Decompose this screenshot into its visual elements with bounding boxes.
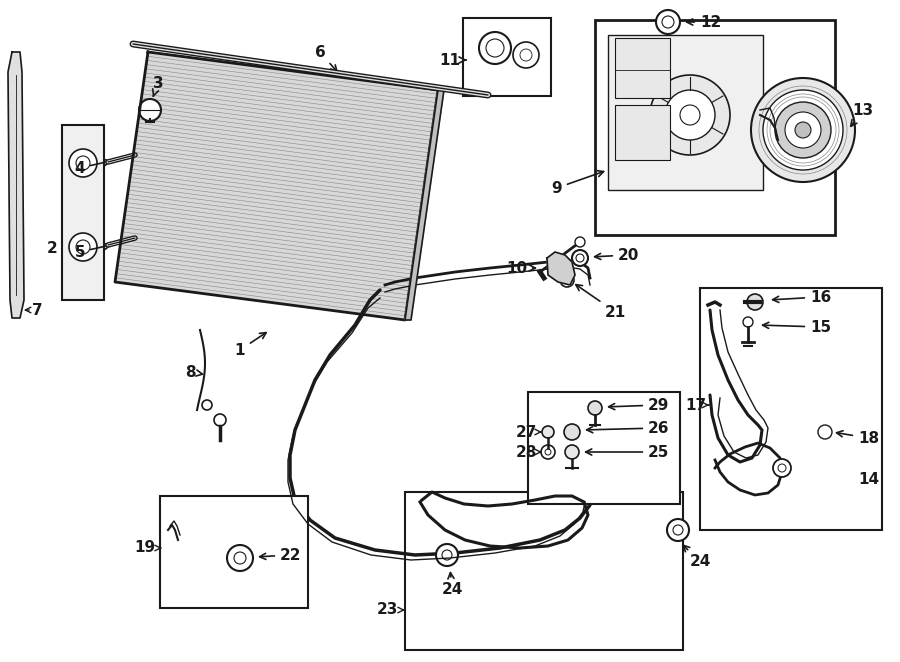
- Circle shape: [234, 552, 246, 564]
- Text: 12: 12: [687, 15, 721, 30]
- Bar: [528, 392, 680, 504]
- Circle shape: [572, 250, 588, 266]
- Circle shape: [778, 464, 786, 472]
- Text: 1: 1: [235, 332, 266, 357]
- Text: 24: 24: [441, 573, 463, 598]
- Circle shape: [763, 90, 843, 170]
- Text: 28: 28: [516, 444, 537, 459]
- Text: 8: 8: [185, 365, 202, 379]
- Bar: [700, 288, 882, 530]
- Circle shape: [564, 277, 570, 283]
- Bar: [615, 105, 670, 160]
- Circle shape: [680, 105, 700, 125]
- Circle shape: [479, 32, 511, 64]
- Text: 26: 26: [587, 420, 670, 436]
- Polygon shape: [8, 52, 24, 318]
- Text: 4: 4: [75, 160, 111, 175]
- Circle shape: [69, 233, 97, 261]
- Text: 19: 19: [134, 540, 155, 555]
- Circle shape: [545, 449, 551, 455]
- Circle shape: [565, 445, 579, 459]
- Circle shape: [227, 545, 253, 571]
- Text: 22: 22: [259, 547, 302, 563]
- Circle shape: [662, 16, 674, 28]
- Circle shape: [775, 102, 831, 158]
- Circle shape: [76, 156, 90, 170]
- Text: 18: 18: [837, 430, 879, 446]
- Circle shape: [667, 519, 689, 541]
- Text: 16: 16: [772, 289, 832, 305]
- Circle shape: [202, 400, 212, 410]
- Circle shape: [795, 122, 811, 138]
- Circle shape: [747, 294, 763, 310]
- Circle shape: [751, 78, 855, 182]
- Circle shape: [542, 426, 554, 438]
- Text: 3: 3: [153, 75, 163, 96]
- Text: 11: 11: [439, 52, 466, 68]
- Text: 23: 23: [376, 602, 398, 618]
- Bar: [62, 125, 104, 300]
- Circle shape: [575, 237, 585, 247]
- Text: 27: 27: [516, 424, 537, 440]
- Bar: [595, 20, 835, 235]
- Circle shape: [76, 240, 90, 254]
- Circle shape: [560, 273, 574, 287]
- Text: 25: 25: [586, 444, 670, 459]
- Text: 15: 15: [762, 320, 831, 334]
- Circle shape: [673, 525, 683, 535]
- Bar: [615, 38, 670, 98]
- Circle shape: [214, 414, 226, 426]
- Text: 7: 7: [32, 303, 42, 318]
- Circle shape: [442, 550, 452, 560]
- Circle shape: [773, 459, 791, 477]
- Text: 9: 9: [552, 171, 604, 195]
- Text: 6: 6: [315, 44, 337, 71]
- Circle shape: [588, 401, 602, 415]
- Circle shape: [139, 99, 161, 121]
- Bar: [160, 496, 308, 608]
- Text: 5: 5: [75, 244, 111, 260]
- Polygon shape: [115, 52, 438, 320]
- Circle shape: [436, 544, 458, 566]
- Circle shape: [656, 10, 680, 34]
- Circle shape: [785, 112, 821, 148]
- Circle shape: [818, 425, 832, 439]
- Text: 10: 10: [506, 261, 536, 275]
- Circle shape: [520, 49, 532, 61]
- Polygon shape: [547, 252, 575, 285]
- Text: 21: 21: [576, 285, 626, 320]
- Text: 20: 20: [595, 248, 639, 263]
- Text: 29: 29: [608, 397, 670, 412]
- Text: 2: 2: [46, 240, 57, 256]
- Polygon shape: [405, 90, 444, 320]
- Text: 17: 17: [685, 397, 706, 412]
- Circle shape: [576, 254, 584, 262]
- Bar: [463, 18, 551, 96]
- Circle shape: [743, 317, 753, 327]
- Text: 13: 13: [850, 103, 874, 126]
- Circle shape: [541, 445, 555, 459]
- Circle shape: [650, 75, 730, 155]
- Circle shape: [564, 424, 580, 440]
- Circle shape: [486, 39, 504, 57]
- Circle shape: [665, 90, 715, 140]
- Circle shape: [69, 149, 97, 177]
- Text: 24: 24: [683, 545, 711, 569]
- Bar: [405, 492, 683, 650]
- Bar: [608, 35, 763, 190]
- Text: 14: 14: [858, 473, 879, 487]
- Circle shape: [513, 42, 539, 68]
